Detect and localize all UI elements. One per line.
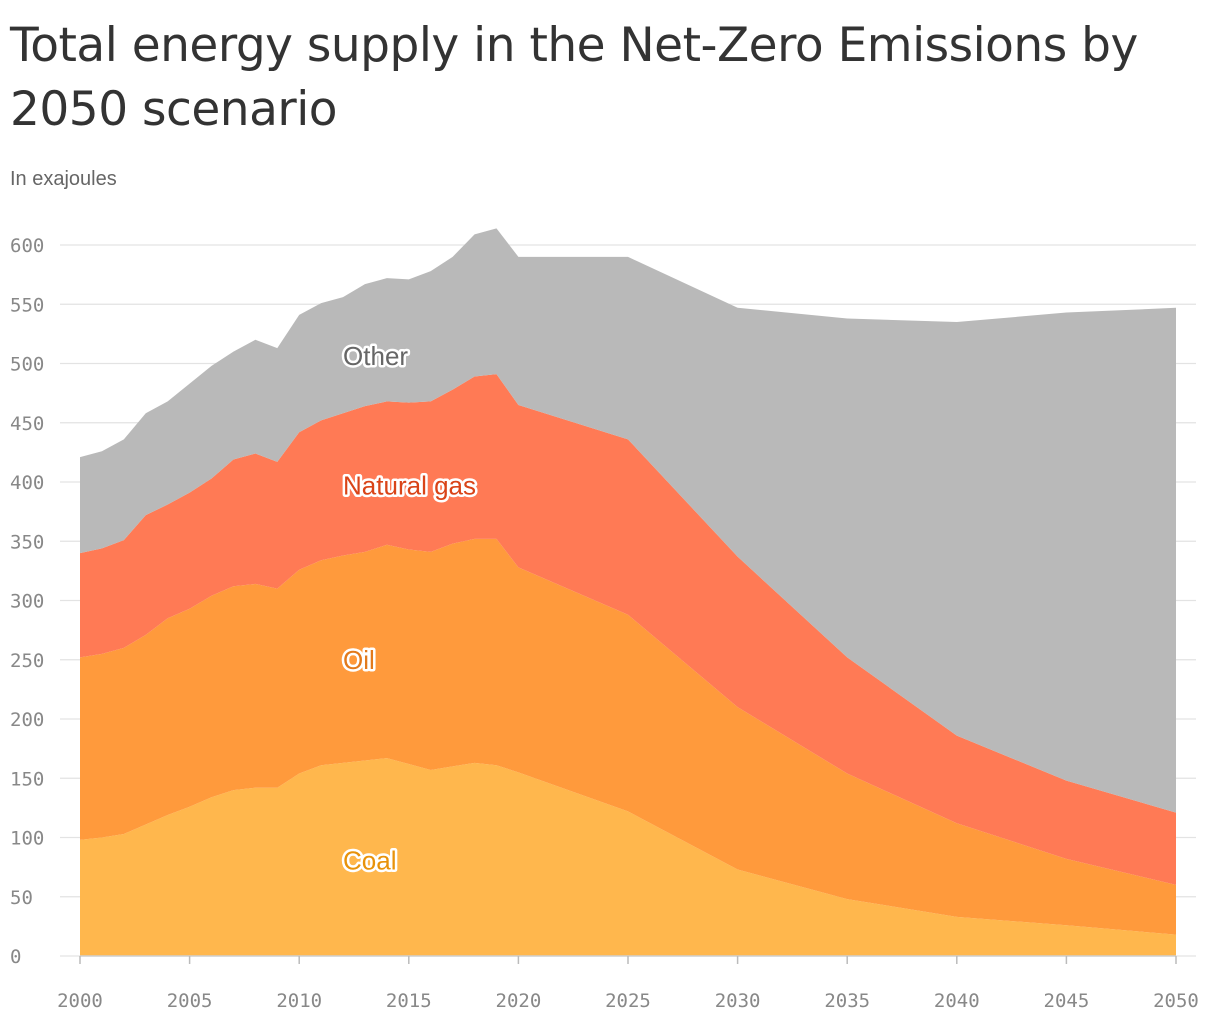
- series-label-natural-gas: Natural gas: [343, 470, 476, 500]
- series-label-other: Other: [343, 341, 408, 371]
- area-other: [80, 228, 1176, 813]
- x-axis: 2000 2005 2010 2015 2020 2025 2030 2035 2040 2045…: [57, 955, 1199, 1012]
- y-tick-label: 450: [10, 413, 44, 435]
- x-tick-label: 2020: [496, 990, 542, 1012]
- series-labels: Coal Oil Natural gas Other: [341, 339, 479, 878]
- x-tick-label: 2040: [934, 990, 980, 1012]
- chart-subtitle: In exajoules: [10, 168, 117, 190]
- x-tick-label: 2050: [1153, 990, 1199, 1012]
- y-tick-label: 250: [10, 650, 44, 672]
- y-tick-label: 350: [10, 531, 44, 553]
- y-tick-label: 500: [10, 354, 44, 376]
- area-coal: [80, 758, 1176, 956]
- y-tick-label: 400: [10, 472, 44, 494]
- y-tick-label: 300: [10, 591, 44, 613]
- area-oil: [80, 538, 1176, 935]
- series-label-coal: Coal: [343, 845, 396, 875]
- x-tick-label: 2000: [57, 990, 103, 1012]
- x-tick-label: 2045: [1044, 990, 1090, 1012]
- y-tick-label: 600: [10, 235, 44, 257]
- y-tick-label: 0: [10, 946, 21, 968]
- area-series: [80, 228, 1176, 956]
- y-tick-label: 50: [10, 887, 33, 909]
- x-tick-label: 2030: [715, 990, 761, 1012]
- y-tick-label: 150: [10, 768, 44, 790]
- series-label-oil: Oil: [343, 645, 375, 675]
- x-tick-label: 2010: [276, 990, 322, 1012]
- y-axis: 0 50 100 150 200 250 300 350 400 450 500 550 600: [10, 235, 44, 968]
- x-tick-label: 2015: [386, 990, 432, 1012]
- y-tick-label: 550: [10, 294, 44, 316]
- x-tick-label: 2005: [167, 990, 213, 1012]
- x-tick-label: 2035: [824, 990, 870, 1012]
- y-tick-label: 100: [10, 828, 44, 850]
- area-natural-gas: [80, 374, 1176, 885]
- x-tick-label: 2025: [605, 990, 651, 1012]
- y-tick-label: 200: [10, 709, 44, 731]
- chart-title: Total energy supply in the Net-Zero Emis…: [10, 18, 1138, 137]
